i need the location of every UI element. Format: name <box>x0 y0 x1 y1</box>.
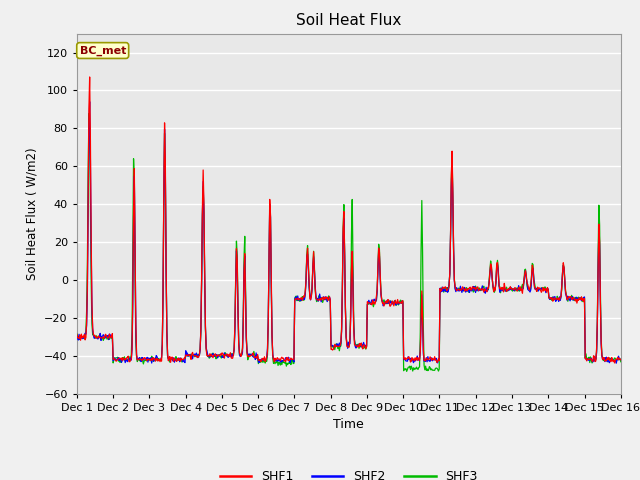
SHF3 <box>83 308 90 313</box>
SHF3 <box>617 359 625 365</box>
SHF1 <box>617 357 625 363</box>
Line: SHF2: SHF2 <box>77 102 621 363</box>
SHF1 <box>416 358 424 363</box>
SHF1 <box>140 357 147 362</box>
SHF1 <box>223 351 231 357</box>
SHF3 <box>85 111 93 117</box>
SHF2 <box>612 360 620 366</box>
SHF2 <box>83 323 90 328</box>
SHF2 <box>617 357 625 362</box>
SHF2 <box>223 353 231 359</box>
SHF1 <box>195 354 202 360</box>
SHF2 <box>86 99 93 105</box>
Title: Soil Heat Flux: Soil Heat Flux <box>296 13 401 28</box>
SHF2 <box>140 357 147 363</box>
SHF1 <box>83 319 90 324</box>
SHF3 <box>140 361 147 367</box>
X-axis label: Time: Time <box>333 418 364 431</box>
Line: SHF3: SHF3 <box>77 114 621 372</box>
Text: BC_met: BC_met <box>79 46 126 56</box>
SHF1 <box>611 360 619 366</box>
SHF3 <box>73 331 81 337</box>
SHF2 <box>73 335 81 340</box>
SHF2 <box>431 356 439 362</box>
SHF3 <box>433 365 440 371</box>
SHF1 <box>86 74 93 80</box>
Legend: SHF1, SHF2, SHF3: SHF1, SHF2, SHF3 <box>214 465 483 480</box>
SHF3 <box>403 369 410 374</box>
SHF3 <box>417 329 424 335</box>
SHF2 <box>416 356 424 362</box>
Y-axis label: Soil Heat Flux ( W/m2): Soil Heat Flux ( W/m2) <box>26 147 38 280</box>
SHF3 <box>195 353 202 359</box>
SHF3 <box>223 354 231 360</box>
SHF2 <box>195 351 202 357</box>
Line: SHF1: SHF1 <box>77 77 621 363</box>
SHF1 <box>431 357 439 363</box>
SHF1 <box>73 331 81 337</box>
